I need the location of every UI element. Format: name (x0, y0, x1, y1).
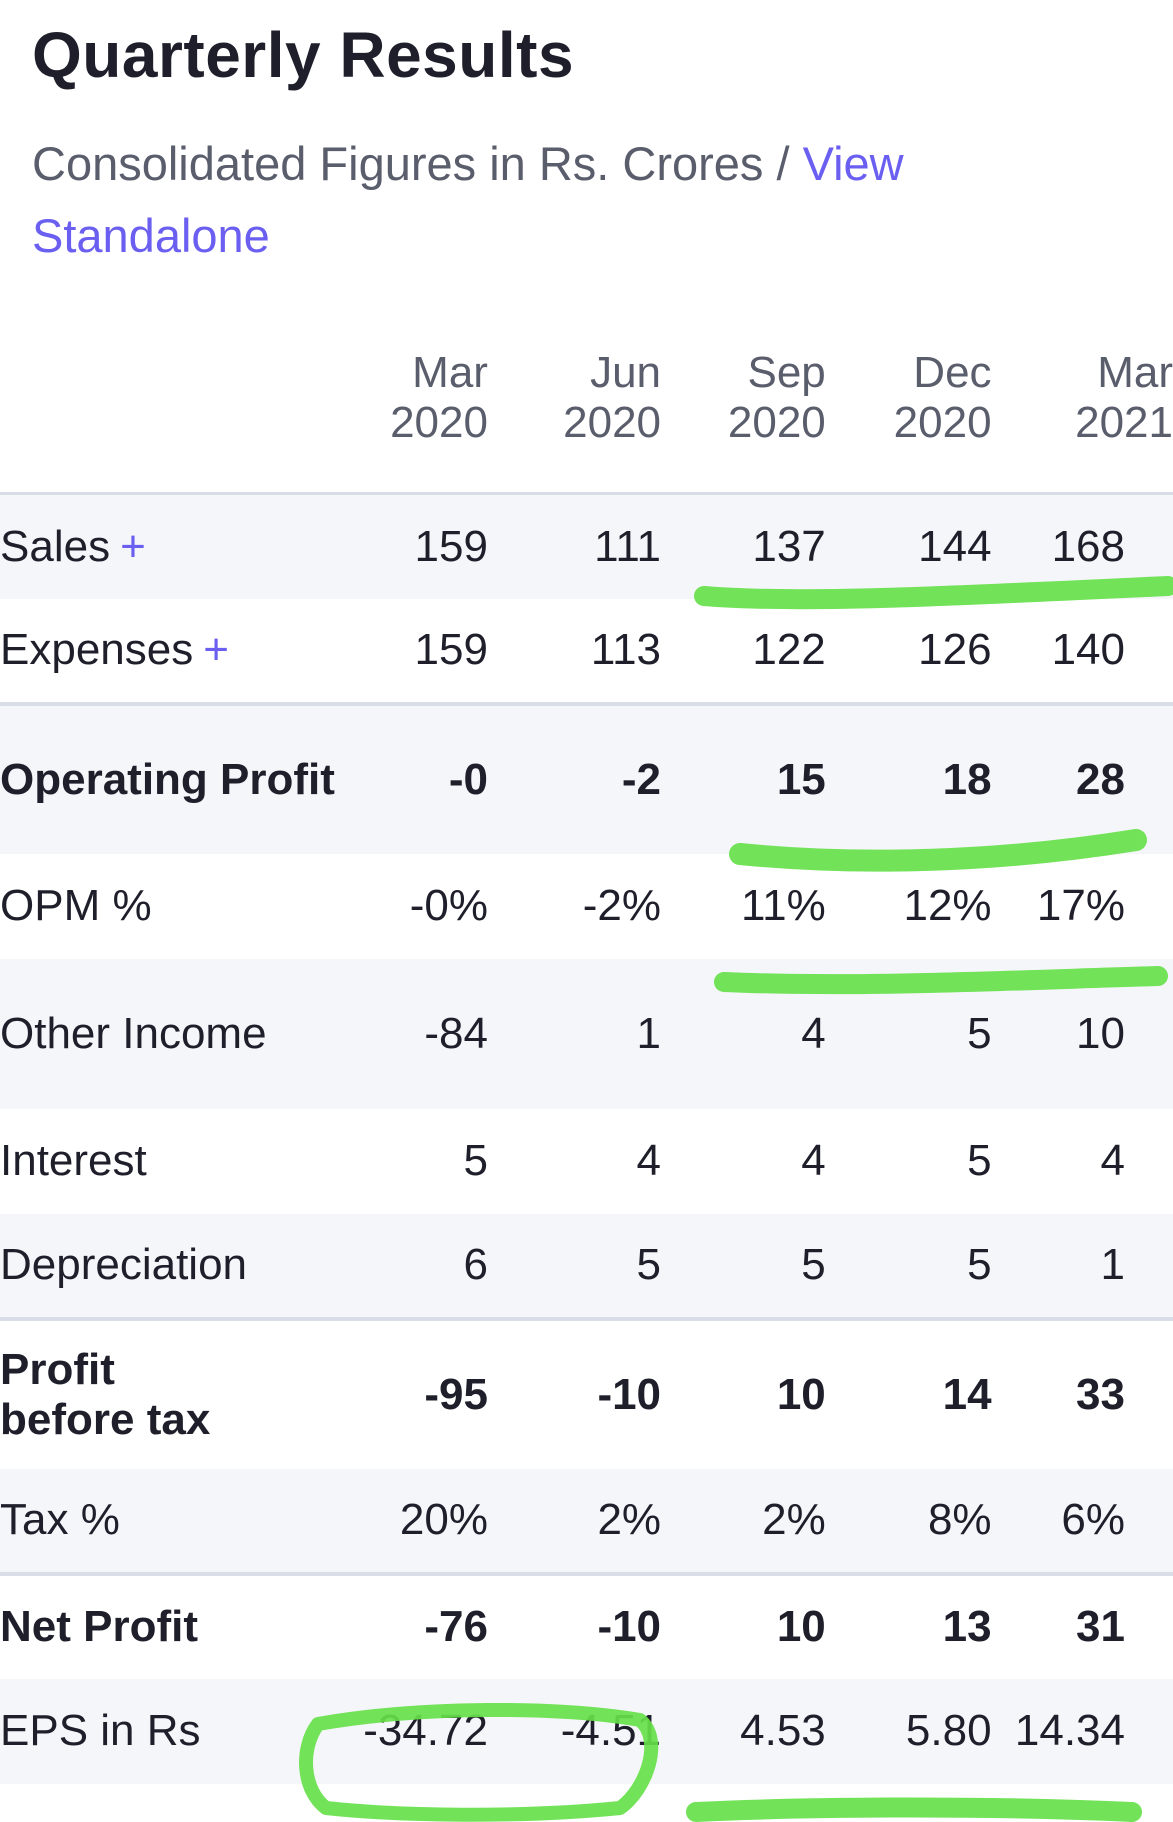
table-cell: 111 (487, 493, 662, 599)
table-cell: -0% (409, 881, 488, 930)
subtitle-text: Consolidated Figures in Rs. Crores / (32, 137, 803, 190)
row-label: Profit before tax (0, 1316, 350, 1469)
table-cell: 113 (590, 625, 662, 674)
table-cell: -4.51 (487, 1678, 662, 1784)
table-cell: 15 (661, 701, 826, 854)
row-label: Tax % (0, 1468, 350, 1574)
column-header: Mar 2021 (991, 348, 1173, 495)
table-cell: 14.34 (991, 1678, 1173, 1784)
table-cell: 159 (414, 625, 488, 674)
table-cell: 6% (991, 1468, 1173, 1574)
table-cell: -34.72 (349, 1678, 488, 1784)
page-subtitle: Consolidated Figures in Rs. Crores / Vie… (32, 128, 1032, 272)
table-cell: 5.80 (825, 1678, 992, 1784)
row-label-header (0, 348, 350, 495)
table-row-depreciation: Depreciation 6 5 5 5 1 (0, 1213, 1173, 1319)
table-cell: 4 (1100, 1136, 1125, 1185)
quarterly-results-table: Mar 2020 Jun 2020 Sep 2020 Dec 2020 Mar 2021 … (0, 348, 1173, 1784)
table-cell: -10 (487, 1316, 662, 1469)
column-header: Dec 2020 (825, 348, 992, 495)
table-cell: 5 (825, 958, 992, 1109)
row-label: Other Income (0, 958, 350, 1109)
table-cell: 2% (661, 1468, 826, 1574)
table-cell: 5 (463, 1136, 488, 1185)
table-cell: 11% (740, 881, 826, 930)
table-cell: 5 (487, 1213, 662, 1319)
row-label: Interest (0, 1136, 147, 1185)
table-cell: 14 (825, 1316, 992, 1469)
table-row-interest: Interest 5 4 4 5 4 (0, 1109, 1173, 1214)
table-cell: 168 (991, 493, 1173, 599)
table-cell: 10 (991, 958, 1173, 1109)
expand-sales-button[interactable]: + (120, 521, 146, 571)
row-label: Operating Profit (0, 701, 350, 854)
table-cell: -0 (349, 701, 488, 854)
table-cell: 4 (636, 1136, 662, 1185)
column-header: Jun 2020 (487, 348, 662, 495)
table-cell: -2% (582, 881, 662, 930)
table-cell: 28 (991, 701, 1173, 854)
table-cell: 4 (661, 958, 826, 1109)
table-cell: 4.53 (661, 1678, 826, 1784)
table-cell: 5 (825, 1213, 992, 1319)
table-cell: 13 (825, 1571, 992, 1679)
table-row-eps: EPS in Rs -34.72 -4.51 4.53 5.80 14.34 (0, 1678, 1173, 1784)
table-cell: 2% (487, 1468, 662, 1574)
table-cell: 6 (349, 1213, 488, 1319)
table-cell: 33 (991, 1316, 1173, 1469)
row-label: Net Profit (0, 1571, 350, 1679)
table-cell: -10 (487, 1571, 662, 1679)
table-row-other-income: Other Income -84 1 4 5 10 (0, 958, 1173, 1109)
table-cell: 20% (349, 1468, 488, 1574)
table-cell: 18 (825, 701, 992, 854)
table-cell: 10 (661, 1316, 826, 1469)
table-cell: 5 (661, 1213, 826, 1319)
column-header: Sep 2020 (661, 348, 826, 495)
row-label: OPM % (0, 881, 152, 930)
table-row-operating-profit: Operating Profit -0 -2 15 18 28 (0, 701, 1173, 854)
table-cell: -76 (349, 1571, 488, 1679)
table-cell: 4 (801, 1136, 826, 1185)
table-cell: 140 (1051, 625, 1125, 674)
expand-expenses-button[interactable]: + (203, 625, 229, 674)
table-cell: -84 (349, 958, 488, 1109)
table-row-opm: OPM % -0% -2% 11% 12% 17% (0, 854, 1173, 959)
table-cell: 10 (661, 1571, 826, 1679)
table-cell: 17% (1036, 881, 1125, 930)
table-cell: -2 (487, 701, 662, 854)
table-cell: 122 (752, 625, 826, 674)
row-label[interactable]: Expenses + (0, 625, 229, 674)
highlight-underline-eps (686, 1797, 1142, 1822)
table-row-expenses[interactable]: Expenses + 159 113 122 126 140 (0, 599, 1173, 704)
table-row-sales[interactable]: Sales + 159 111 137 144 168 (0, 493, 1173, 599)
table-row-tax: Tax % 20% 2% 2% 8% 6% (0, 1468, 1173, 1574)
table-cell: 31 (991, 1571, 1173, 1679)
table-header-row: Mar 2020 Jun 2020 Sep 2020 Dec 2020 Mar 2021 (0, 348, 1173, 495)
table-cell: 126 (918, 625, 992, 674)
table-row-net-profit: Net Profit -76 -10 10 13 31 (0, 1571, 1173, 1679)
column-header: Mar 2020 (349, 348, 488, 495)
table-cell: 8% (825, 1468, 992, 1574)
table-cell: -95 (349, 1316, 488, 1469)
table-cell: 5 (967, 1136, 992, 1185)
table-cell: 137 (661, 493, 826, 599)
table-cell: 1 (991, 1213, 1173, 1319)
row-label: Depreciation (0, 1213, 350, 1319)
view-standalone-link[interactable]: View Standalone (32, 137, 904, 262)
table-row-profit-before-tax: Profit before tax -95 -10 10 14 33 (0, 1316, 1173, 1469)
table-cell: 12% (903, 881, 992, 930)
table-cell: 159 (349, 493, 488, 599)
row-label: EPS in Rs (0, 1678, 350, 1784)
page-title: Quarterly Results (32, 19, 575, 91)
row-label[interactable]: Sales + (0, 493, 350, 599)
table-cell: 1 (487, 958, 662, 1109)
table-cell: 144 (825, 493, 992, 599)
